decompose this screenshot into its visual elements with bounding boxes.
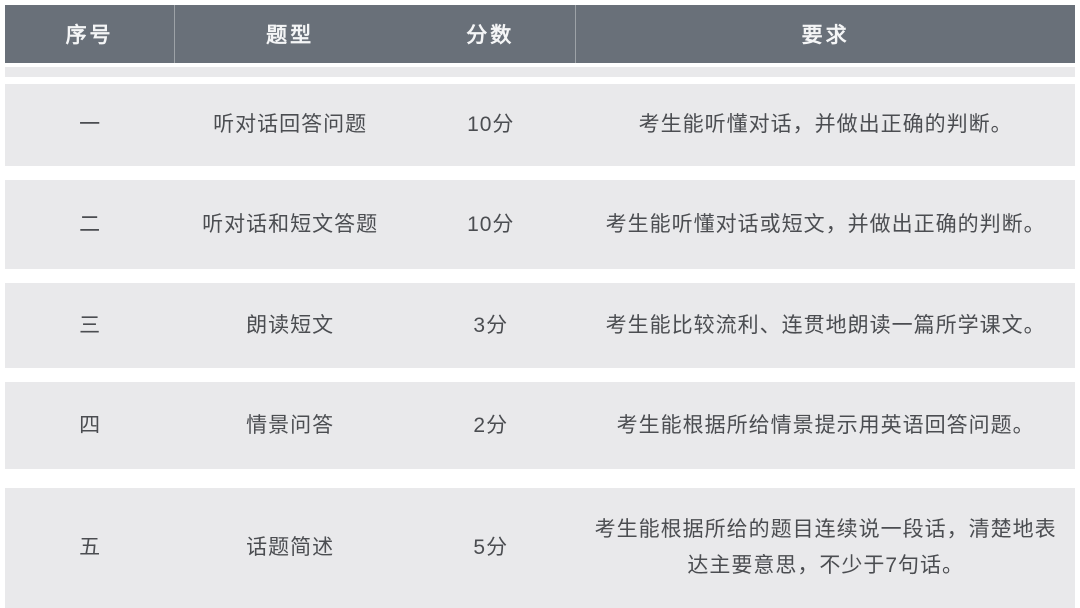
header-label-question-type: 题型 — [266, 24, 315, 47]
cell-requirement: 考生能根据所给情景提示用英语回答问题。 — [616, 413, 1035, 437]
exam-structure-table: 序号 题型 分数 要求 一 听对话回答问题 10分 考生能听懂对话，并做出正确的… — [5, 5, 1075, 608]
cell-score: 10分 — [467, 113, 515, 137]
header-label-requirement: 要求 — [801, 24, 850, 47]
table-header-row: 序号 题型 分数 要求 — [5, 5, 1075, 63]
row-sliver-divider — [5, 67, 1075, 77]
header-label-score: 分数 — [466, 24, 515, 47]
cell-number: 五 — [79, 536, 102, 560]
header-label-number: 序号 — [65, 24, 114, 47]
cell-requirement: 考生能听懂对话，并做出正确的判断。 — [638, 113, 1013, 137]
header-cell-requirement: 要求 — [576, 5, 1075, 63]
cell-number: 四 — [79, 413, 102, 437]
cell-number: 一 — [79, 113, 102, 137]
cell-score: 5分 — [473, 536, 509, 560]
cell-question-type: 情景问答 — [246, 413, 335, 437]
table-row: 三 朗读短文 3分 考生能比较流利、连贯地朗读一篇所学课文。 — [5, 283, 1075, 368]
cell-requirement: 考生能根据所给的题目连续说一段话，清楚地表达主要意思，不少于7句话。 — [594, 518, 1057, 577]
header-cell-score: 分数 — [405, 5, 577, 63]
cell-score: 3分 — [473, 313, 509, 337]
cell-score: 2分 — [473, 413, 509, 437]
cell-number: 三 — [79, 313, 102, 337]
header-cell-number: 序号 — [5, 5, 176, 63]
table-row: 四 情景问答 2分 考生能根据所给情景提示用英语回答问题。 — [5, 382, 1075, 469]
cell-requirement: 考生能比较流利、连贯地朗读一篇所学课文。 — [605, 313, 1046, 337]
cell-question-type: 听对话回答问题 — [213, 113, 368, 137]
header-cell-question-type: 题型 — [175, 5, 405, 63]
table-row: 一 听对话回答问题 10分 考生能听懂对话，并做出正确的判断。 — [5, 84, 1075, 166]
table-row: 五 话题简述 5分 考生能根据所给的题目连续说一段话，清楚地表达主要意思，不少于… — [5, 488, 1075, 608]
cell-score: 10分 — [467, 212, 515, 236]
table-row: 二 听对话和短文答题 10分 考生能听懂对话或短文，并做出正确的判断。 — [5, 180, 1075, 269]
cell-question-type: 朗读短文 — [246, 313, 335, 337]
cell-question-type: 话题简述 — [246, 536, 335, 560]
cell-question-type: 听对话和短文答题 — [202, 212, 379, 236]
cell-requirement: 考生能听懂对话或短文，并做出正确的判断。 — [605, 212, 1046, 236]
cell-number: 二 — [79, 212, 102, 236]
